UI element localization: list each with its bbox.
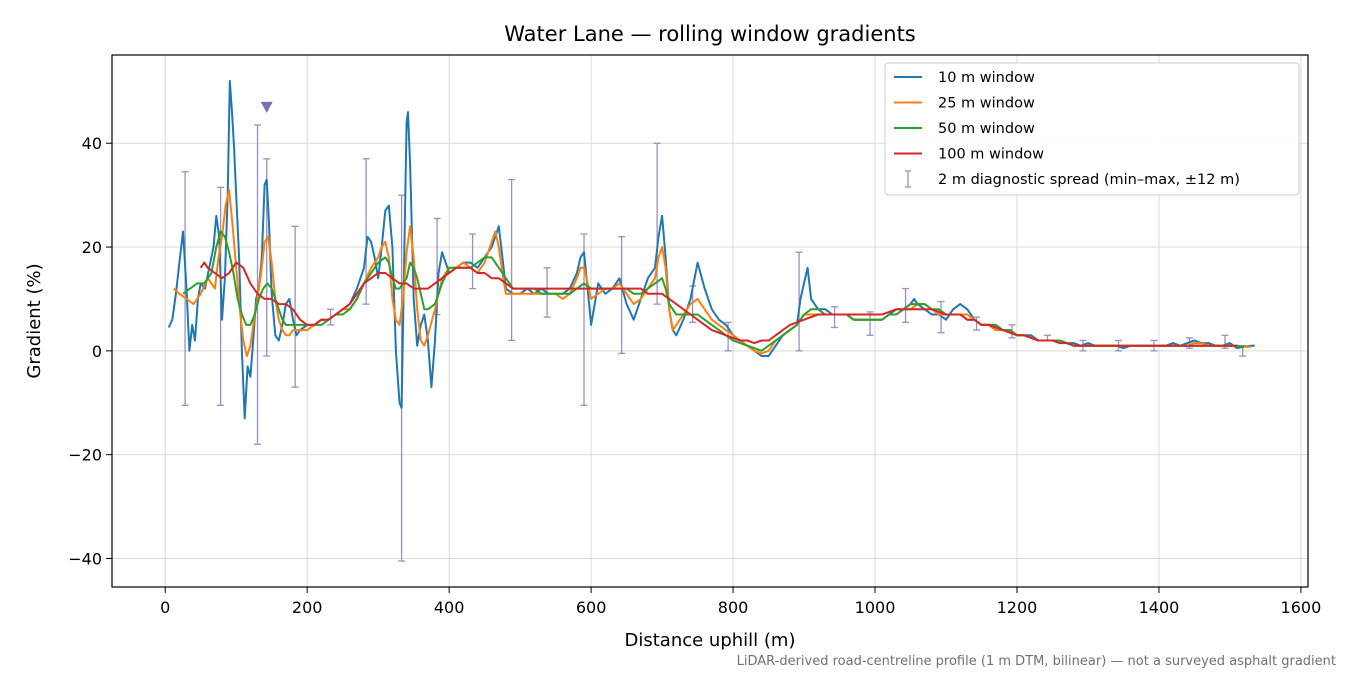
y-axis-label: Gradient (%) xyxy=(24,263,45,378)
y-tick-label: 0 xyxy=(92,342,102,361)
x-tick-label: 0 xyxy=(160,598,170,617)
series-line-4 xyxy=(199,261,1237,347)
axes-frame xyxy=(111,54,1309,588)
y-tick-label: 40 xyxy=(82,134,102,153)
y-tick-label: 20 xyxy=(82,238,102,257)
x-tick-label: 200 xyxy=(292,598,323,617)
y-tick-label: −20 xyxy=(68,446,102,465)
x-tick-label: 1400 xyxy=(1139,598,1180,617)
y-ticks: −40 −20 0 20 40 xyxy=(68,134,112,568)
chart-title: Water Lane — rolling window gradients xyxy=(504,22,916,46)
x-tick-label: 400 xyxy=(434,598,465,617)
x-tick-label: 600 xyxy=(576,598,607,617)
legend-box xyxy=(884,62,1300,196)
x-tick-label: 1200 xyxy=(997,598,1038,617)
peak-marker xyxy=(260,101,273,113)
legend-label: 50 m window xyxy=(938,121,1035,137)
x-tick-label: 1000 xyxy=(855,598,896,617)
legend: 10 m window 25 m window 50 m window 100 m w… xyxy=(884,62,1300,196)
x-tick-label: 800 xyxy=(718,598,749,617)
series-lines xyxy=(167,80,1255,420)
plot-area xyxy=(167,80,1255,562)
legend-label: 10 m window xyxy=(938,70,1035,86)
legend-label: 2 m diagnostic spread (min–max, ±12 m) xyxy=(938,172,1240,188)
legend-label: 100 m window xyxy=(938,147,1044,163)
footnote: LiDAR-derived road-centreline profile (1… xyxy=(737,654,1336,669)
x-axis-label: Distance uphill (m) xyxy=(625,630,796,651)
x-ticks: 0 200 400 600 800 1000 1200 1400 1600 xyxy=(160,587,1321,617)
triangle-down-marker xyxy=(260,101,273,113)
x-tick-label: 1600 xyxy=(1281,598,1322,617)
legend-label: 25 m window xyxy=(938,96,1035,112)
y-tick-label: −40 xyxy=(68,549,102,568)
